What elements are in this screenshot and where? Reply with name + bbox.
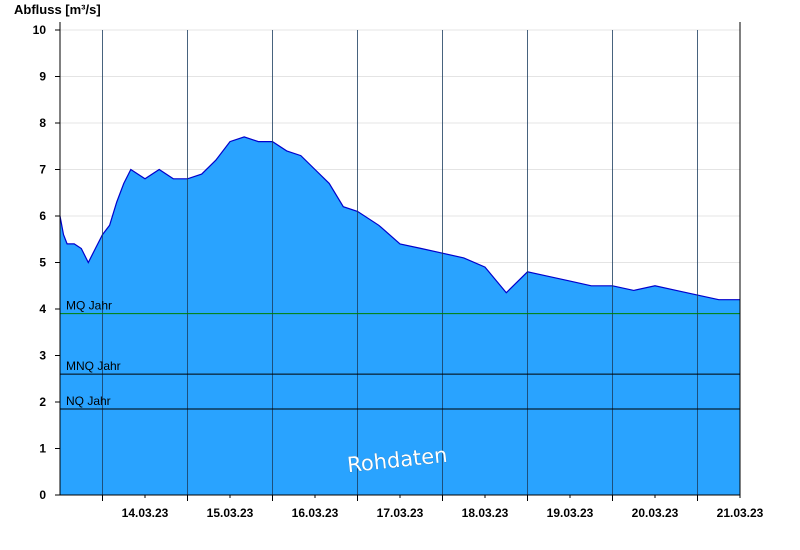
y-tick-label: 4	[39, 302, 46, 316]
axes: 14.03.23 15.03.23 16.03.23 17.03.23 18.03.23…	[33, 22, 764, 520]
y-tick-label: 1	[39, 442, 46, 456]
series-layer	[59, 136, 740, 495]
x-tick-label: 17.03.23	[377, 506, 424, 520]
y-tick-label: 2	[39, 395, 46, 409]
x-tick-label: 20.03.23	[632, 506, 679, 520]
y-tick-label: 7	[39, 163, 46, 177]
y-tick-label: 10	[33, 23, 47, 37]
day-gridlines	[102, 30, 698, 495]
x-tick-label: 15.03.23	[207, 506, 254, 520]
y-tick-label: 6	[39, 209, 46, 223]
y-tick-label: 0	[39, 488, 46, 502]
y-axis-title: Abfluss [m³/s]	[14, 2, 101, 17]
reference-line-label: NQ Jahr	[66, 394, 111, 408]
discharge-line	[59, 136, 740, 301]
y-tick-label: 9	[39, 70, 46, 84]
x-tick-label: 14.03.23	[122, 506, 169, 520]
y-tick-label: 8	[39, 116, 46, 130]
x-tick-label: 18.03.23	[462, 506, 509, 520]
y-tick-label: 3	[39, 349, 46, 363]
x-tick-label: 19.03.23	[547, 506, 594, 520]
reference-line-label: MNQ Jahr	[66, 359, 121, 373]
x-tick-label: 16.03.23	[292, 506, 339, 520]
x-tick-label: 21.03.23	[717, 506, 764, 520]
reference-lines: MQ Jahr MNQ Jahr NQ Jahr	[60, 299, 740, 410]
discharge-area	[60, 136, 740, 495]
y-tick-label: 5	[39, 256, 46, 270]
reference-line-label: MQ Jahr	[66, 299, 112, 313]
